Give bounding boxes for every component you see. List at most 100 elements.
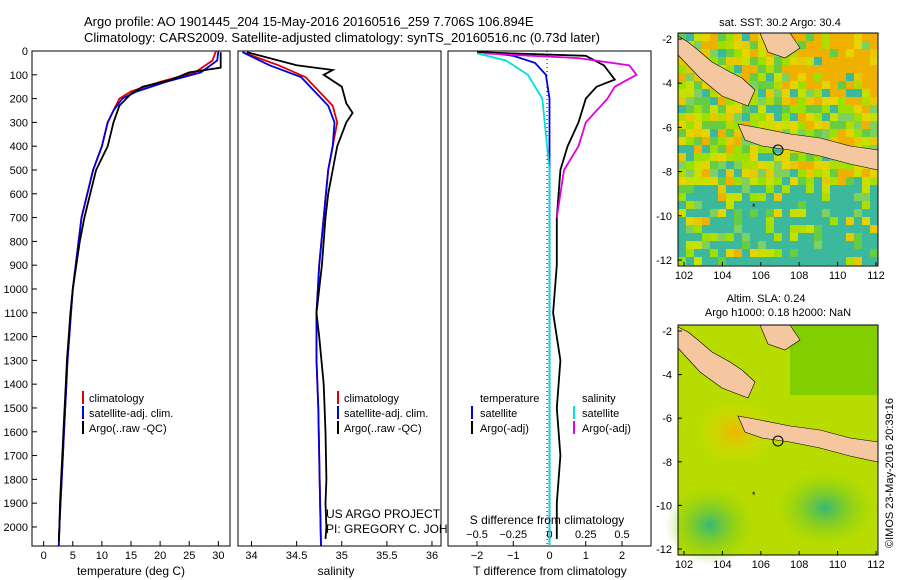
sst-cell (702, 89, 710, 97)
sst-cell (846, 65, 854, 73)
sst-cell (750, 105, 758, 113)
sst-cell (718, 169, 726, 177)
sst-cell (814, 81, 822, 89)
sst-cell (830, 81, 838, 89)
sst-cell (782, 57, 790, 65)
sst-cell (854, 129, 862, 137)
depth-tick-label: 1700 (4, 451, 28, 463)
sst-cell (678, 185, 686, 193)
sst-cell (694, 129, 702, 137)
depth-tick-label: 900 (10, 260, 28, 272)
sst-cell (742, 41, 750, 49)
sst-cell (830, 193, 838, 201)
sst-cell (870, 121, 878, 129)
sst-cell (870, 169, 878, 177)
sst-cell (678, 33, 686, 41)
sst-cell (798, 41, 806, 49)
lat-tick-label: -12 (656, 544, 672, 556)
depth-tick-label: 1000 (4, 284, 28, 296)
sst-cell (758, 121, 766, 129)
sst-cell (822, 217, 830, 225)
sst-cell (702, 41, 710, 49)
depth-tick-label: 1300 (4, 355, 28, 367)
sst-cell (822, 105, 830, 113)
sst-cell (678, 105, 686, 113)
sst-cell (678, 89, 686, 97)
legend-climatology: climatology (344, 393, 400, 405)
sst-cell (686, 241, 694, 249)
sst-cell (838, 41, 846, 49)
sst-cell (830, 225, 838, 233)
sst-cell (718, 105, 726, 113)
sst-cell (830, 97, 838, 105)
sst-cell (766, 81, 774, 89)
sst-cell (846, 97, 854, 105)
sst-cell (766, 65, 774, 73)
sst-cell (822, 209, 830, 217)
sst-cell (678, 169, 686, 177)
sst-cell (766, 177, 774, 185)
sst-cell (806, 73, 814, 81)
sst-cell (686, 209, 694, 217)
sst-cell (726, 33, 734, 41)
sst-cell (702, 241, 710, 249)
sst-cell (758, 153, 766, 161)
depth-tick-label: 1200 (4, 332, 28, 344)
sst-cell (870, 249, 878, 257)
sst-cell (694, 145, 702, 153)
sst-cell (702, 33, 710, 41)
sst-cell (750, 33, 758, 41)
sst-cell (702, 49, 710, 57)
sst-cell (798, 153, 806, 161)
sst-cell (830, 73, 838, 81)
sst-cell (782, 217, 790, 225)
sst-cell (830, 49, 838, 57)
sst-cell (854, 225, 862, 233)
sst-cell (726, 65, 734, 73)
sst-cell (846, 105, 854, 113)
sst-cell (734, 225, 742, 233)
lon-tick-label: 106 (752, 559, 770, 571)
sst-cell (758, 225, 766, 233)
sst-cell (750, 81, 758, 89)
sst-cell (846, 81, 854, 89)
sla-map: Altim. SLA: 0.24 Argo h1000: 0.18 h2000:… (656, 293, 885, 571)
sst-cell (718, 257, 726, 265)
sst-cell (798, 225, 806, 233)
sla-map-title2: Argo h1000: 0.18 h2000: NaN (705, 307, 851, 319)
imos-timestamp: ©IMOS 23-May-2016 20:39:16 (884, 398, 896, 548)
sst-cell (830, 169, 838, 177)
sst-cell (766, 105, 774, 113)
argo-location-marker (772, 435, 784, 447)
sst-cell (870, 145, 878, 153)
sst-cell (846, 233, 854, 241)
sst-cell (806, 161, 814, 169)
sst-cell (862, 41, 870, 49)
depth-tick-label: 800 (10, 236, 28, 248)
sst-cell (750, 49, 758, 57)
legend-salinity-head: salinity (582, 393, 616, 405)
sst-cell (798, 65, 806, 73)
sst-cell (750, 177, 758, 185)
depth-tick-label: 1600 (4, 427, 28, 439)
sst-cell (790, 185, 798, 193)
sst-cell (734, 153, 742, 161)
sst-cell (774, 233, 782, 241)
sst-cell (830, 209, 838, 217)
sla-green-patch (790, 325, 878, 395)
sst-cell (734, 257, 742, 265)
sst-cell (862, 241, 870, 249)
sst-cell (718, 201, 726, 209)
sst-cell (734, 185, 742, 193)
sst-cell (686, 185, 694, 193)
legend-argo: Argo(..raw -QC) (89, 423, 167, 435)
sst-cell (814, 113, 822, 121)
sst-cell (742, 169, 750, 177)
sst-cell (742, 65, 750, 73)
sst-cell (718, 153, 726, 161)
sst-cell (750, 241, 758, 249)
sst-cell (870, 257, 878, 265)
t-difference-xlabel: T difference from climatology (473, 564, 627, 578)
sst-cell (686, 161, 694, 169)
